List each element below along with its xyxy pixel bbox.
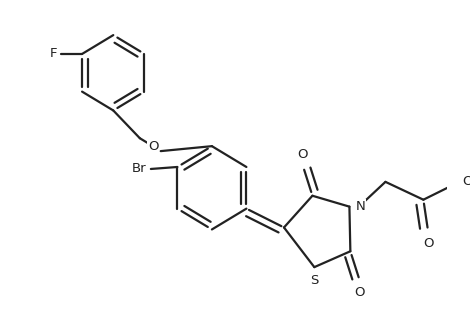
Text: S: S [310, 274, 319, 286]
Text: O: O [423, 237, 433, 250]
Text: Br: Br [132, 162, 147, 176]
Text: N: N [356, 200, 366, 213]
Text: O: O [462, 175, 470, 188]
Text: O: O [354, 286, 365, 299]
Text: O: O [148, 140, 158, 153]
Text: F: F [50, 48, 57, 60]
Text: O: O [298, 148, 308, 161]
